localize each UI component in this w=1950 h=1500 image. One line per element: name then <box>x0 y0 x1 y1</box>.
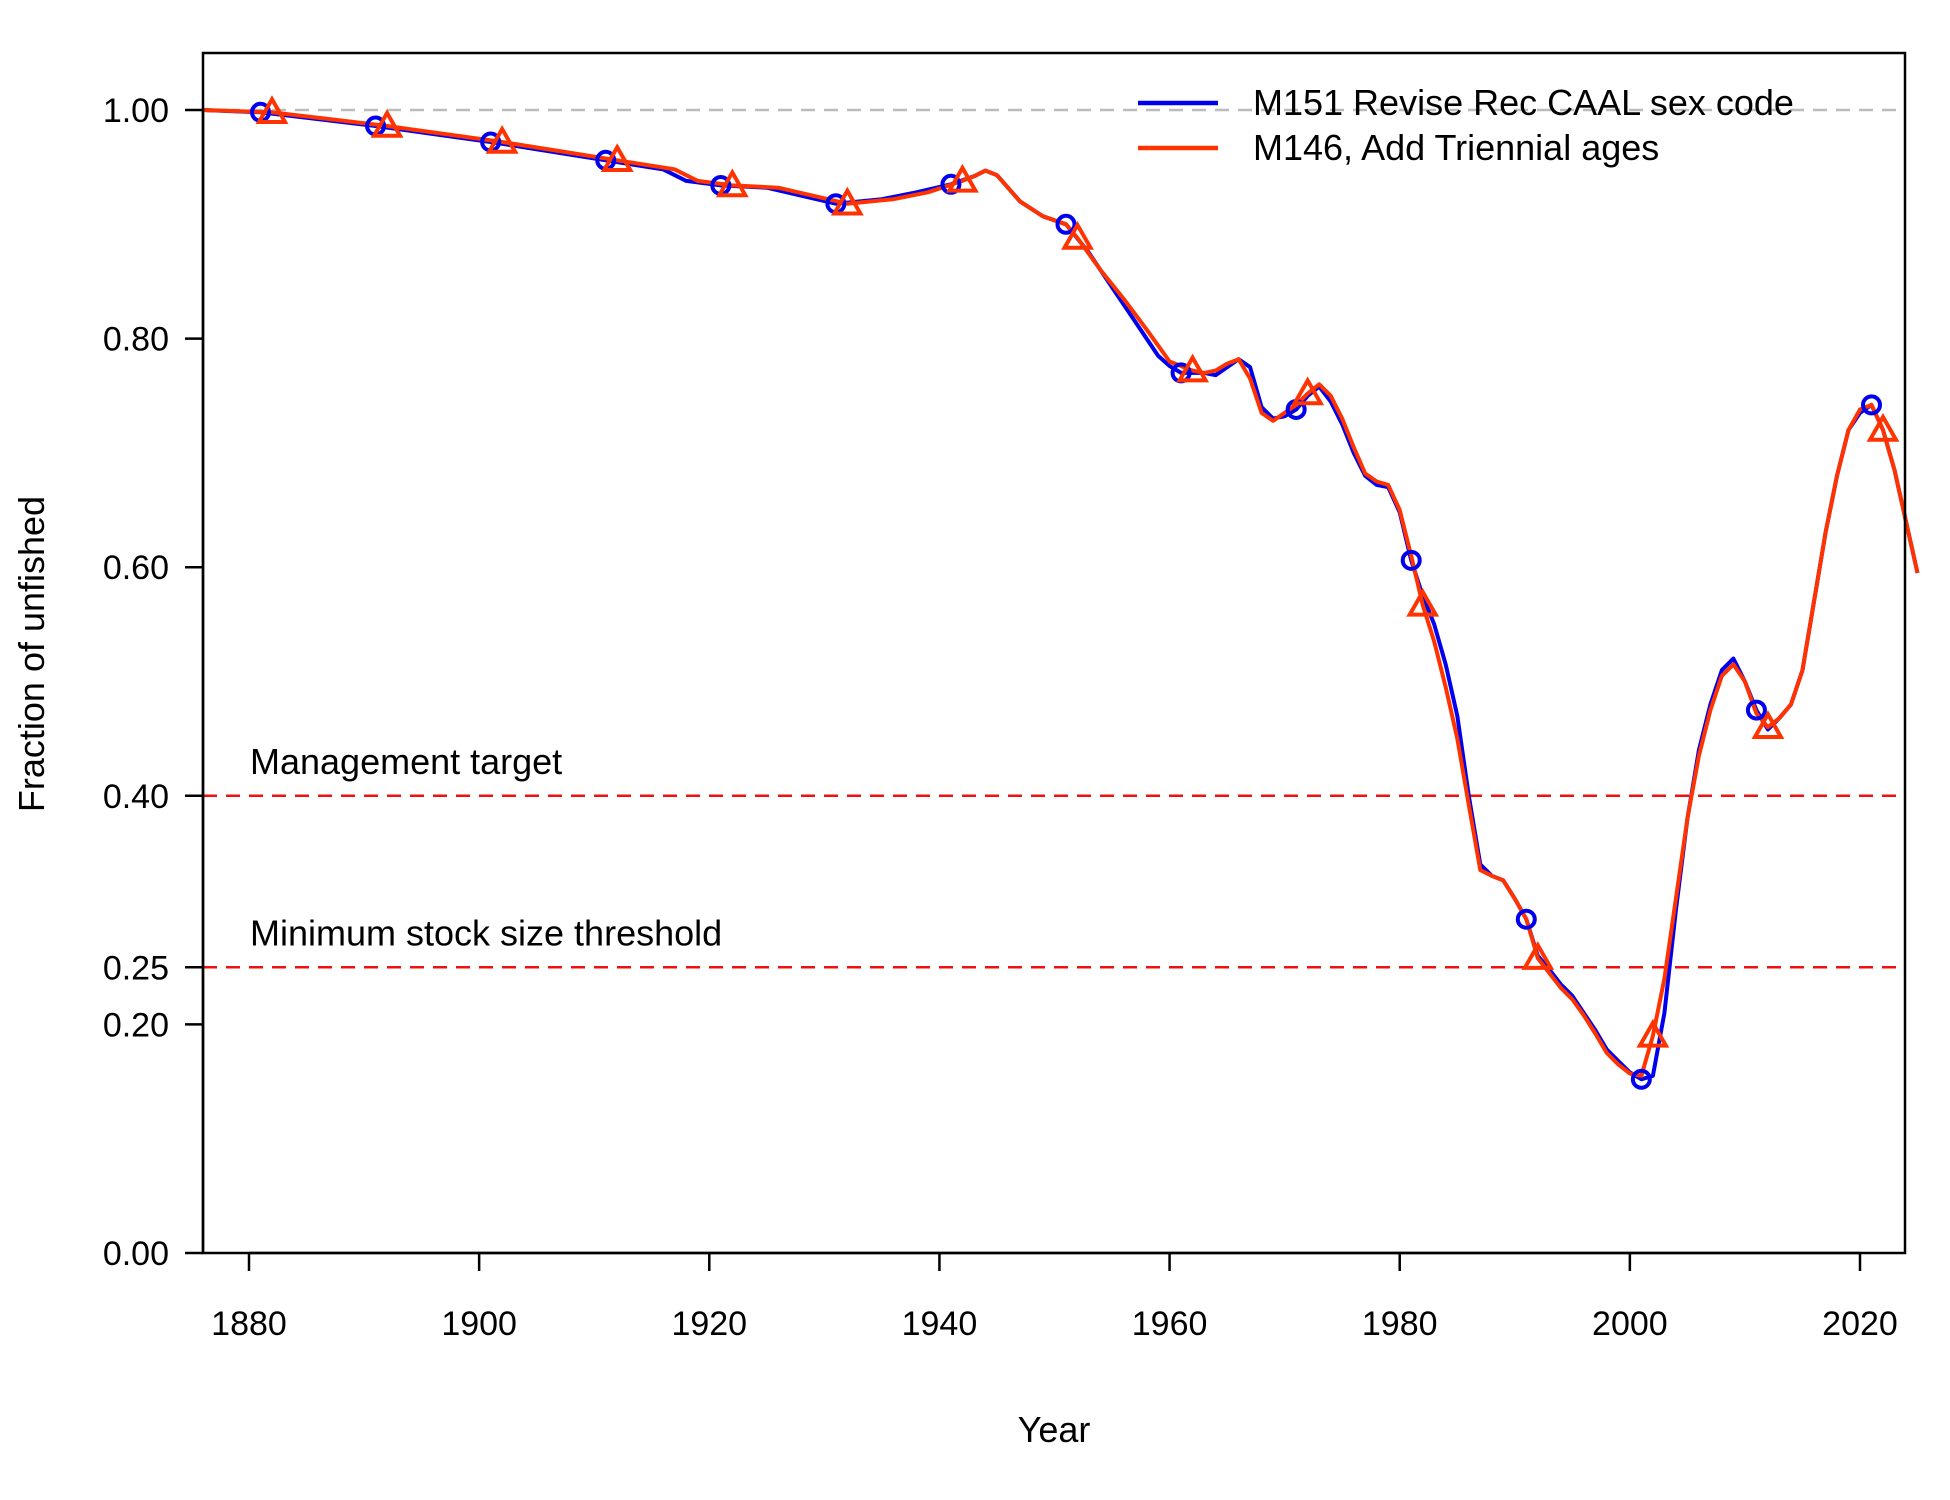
x-axis: 1880 1900 1920 1940 1960 1980 2000 2020 <box>211 1251 1898 1343</box>
x-tick-label: 1900 <box>441 1305 517 1343</box>
triangle-marker <box>370 108 404 138</box>
circle-marker <box>1055 213 1077 235</box>
triangle-marker <box>945 163 979 193</box>
triangle-marker <box>1406 587 1440 617</box>
reference-lines: Management target Minimum stock size thre… <box>203 108 1905 969</box>
triangle-marker <box>1061 220 1094 250</box>
y-tick-label: 1.00 <box>103 92 169 130</box>
circle-marker <box>1861 394 1883 416</box>
triangle-marker <box>1521 941 1555 970</box>
y-tick-label: 0.60 <box>103 549 169 587</box>
legend-label: M151 Revise Rec CAAL sex code <box>1253 82 1794 123</box>
reference-line-label: Minimum stock size threshold <box>250 912 722 953</box>
triangle-marker <box>1866 413 1900 442</box>
x-axis-title: Year <box>1018 1409 1091 1450</box>
triangle-marker <box>1636 1018 1670 1048</box>
x-tick-label: 1880 <box>211 1305 287 1343</box>
circle-marker <box>1515 908 1537 930</box>
triangle-marker <box>830 186 864 216</box>
y-tick-label: 0.00 <box>103 1235 169 1273</box>
triangle-marker <box>715 168 749 198</box>
x-tick-label: 1980 <box>1362 1305 1438 1343</box>
x-tick-label: 1940 <box>902 1305 978 1343</box>
triangle-marker <box>255 95 289 125</box>
triangle-marker <box>600 143 634 173</box>
triangle-marker <box>485 124 519 154</box>
y-axis: 0.00 0.20 0.25 0.40 0.60 0.80 1.00 <box>103 92 205 1273</box>
circle-marker <box>1630 1068 1652 1090</box>
y-tick-label: 0.25 <box>103 949 169 987</box>
triangle-marker <box>1291 376 1325 406</box>
y-tick-label: 0.80 <box>103 321 169 359</box>
series-line <box>202 108 1920 1078</box>
y-tick-label: 0.40 <box>103 778 169 816</box>
x-tick-label: 2000 <box>1592 1305 1668 1343</box>
x-tick-label: 1960 <box>1132 1305 1208 1343</box>
legend-label: M146, Add Triennial ages <box>1253 127 1659 168</box>
y-tick-label: 0.20 <box>103 1006 169 1044</box>
x-tick-label: 2020 <box>1822 1305 1898 1343</box>
x-tick-label: 1920 <box>671 1305 747 1343</box>
reference-line-label: Management target <box>250 741 562 782</box>
circle-marker <box>940 173 962 195</box>
y-axis-title: Fraction of unfished <box>11 496 52 812</box>
circle-marker <box>1745 699 1767 721</box>
series-lines <box>202 108 1920 1082</box>
triangle-marker <box>1176 353 1210 383</box>
series-markers <box>250 95 1900 1090</box>
circle-marker <box>1400 549 1422 571</box>
triangle-marker <box>1751 710 1785 739</box>
